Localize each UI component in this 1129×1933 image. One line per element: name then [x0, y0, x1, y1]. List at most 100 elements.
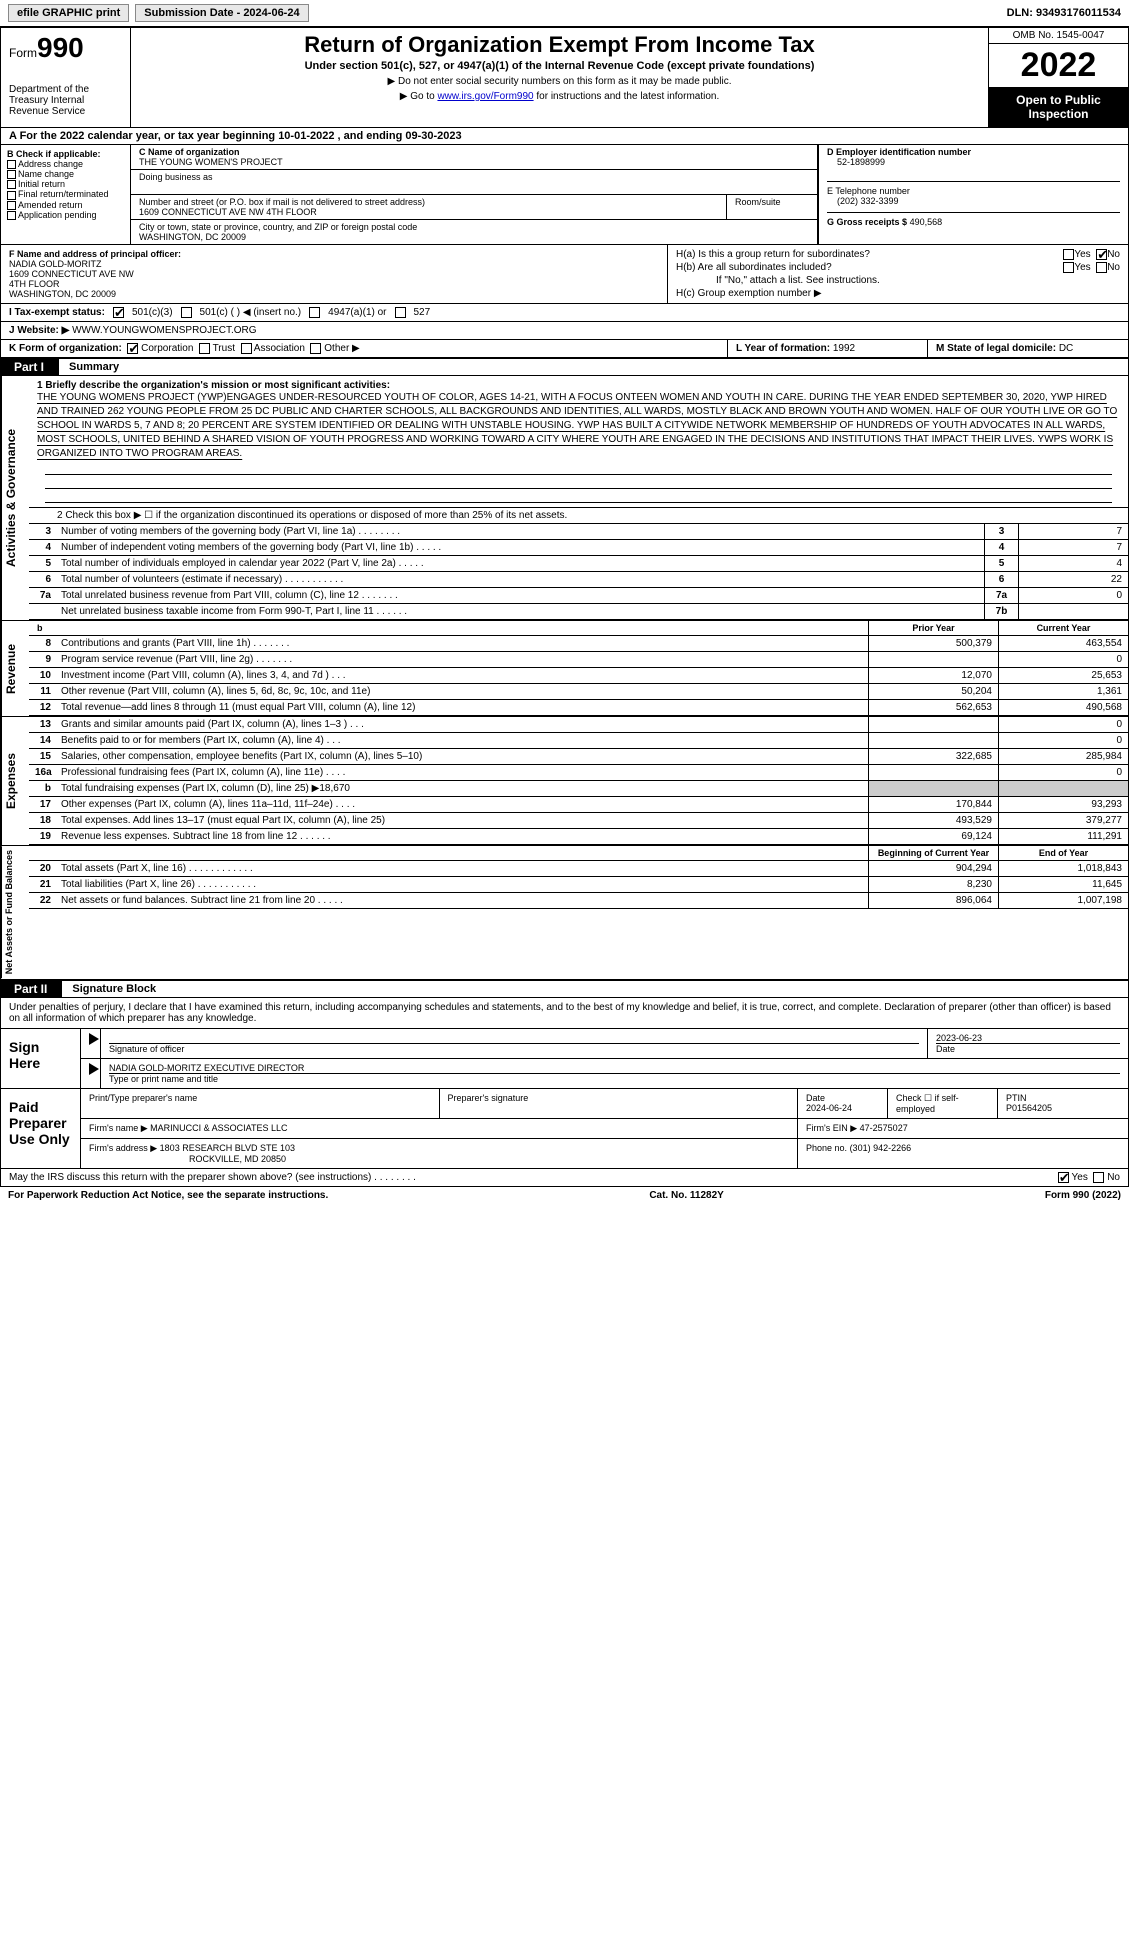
rev-row: 12Total revenue—add lines 8 through 11 (… — [29, 700, 1128, 716]
no-label: No — [1107, 249, 1120, 260]
prep-date: 2024-06-24 — [806, 1103, 852, 1113]
curr-val: 11,645 — [998, 877, 1128, 892]
501c3-checkbox[interactable] — [113, 307, 124, 318]
part2-badge: Part II — [0, 980, 61, 998]
row-f-h: F Name and address of principal officer:… — [0, 245, 1129, 304]
top-bar: efile GRAPHIC print Submission Date - 20… — [0, 0, 1129, 27]
discuss-yes-checkbox[interactable] — [1058, 1172, 1069, 1183]
submission-button[interactable]: Submission Date - 2024-06-24 — [135, 4, 308, 22]
rev-row: 18Total expenses. Add lines 13–17 (must … — [29, 813, 1128, 829]
ha-yes-checkbox[interactable] — [1063, 249, 1074, 260]
line-row: 3Number of voting members of the governi… — [29, 524, 1128, 540]
line-text: Number of independent voting members of … — [57, 540, 984, 555]
city-label: City or town, state or province, country… — [139, 222, 417, 232]
line-val: 7 — [1018, 524, 1128, 539]
row-i: I Tax-exempt status: 501(c)(3) 501(c) ( … — [0, 304, 1129, 322]
curr-val: 93,293 — [998, 797, 1128, 812]
line-num — [29, 604, 57, 619]
row-a: A For the 2022 calendar year, or tax yea… — [0, 128, 1129, 145]
line-text: Program service revenue (Part VIII, line… — [57, 652, 868, 667]
rev-row: 10Investment income (Part VIII, column (… — [29, 668, 1128, 684]
footer-mid: Cat. No. 11282Y — [649, 1190, 723, 1201]
line-num: 4 — [29, 540, 57, 555]
hc-label: H(c) Group exemption number ▶ — [676, 288, 1120, 299]
part2-header: Part II Signature Block — [0, 980, 1129, 998]
rev-row: 9Program service revenue (Part VIII, lin… — [29, 652, 1128, 668]
city-value: WASHINGTON, DC 20009 — [139, 232, 246, 242]
col-f: F Name and address of principal officer:… — [1, 245, 668, 303]
checkbox[interactable] — [7, 180, 16, 189]
ha-no-checkbox[interactable] — [1096, 249, 1107, 260]
mission-row: 1 Briefly describe the organization's mi… — [29, 376, 1128, 508]
checkbox[interactable] — [7, 211, 16, 220]
ha-label: H(a) Is this a group return for subordin… — [676, 249, 870, 260]
assn-checkbox[interactable] — [241, 343, 252, 354]
net-header: Beginning of Current Year End of Year — [29, 846, 1128, 861]
opt-501c3: 501(c)(3) — [132, 307, 173, 318]
header-right: OMB No. 1545-0047 2022 Open to Public In… — [988, 28, 1128, 127]
arrow-icon — [89, 1033, 99, 1045]
k-label: K Form of organization: — [9, 343, 122, 354]
firm-name: MARINUCCI & ASSOCIATES LLC — [150, 1123, 287, 1133]
irs-link[interactable]: www.irs.gov/Form990 — [437, 91, 533, 102]
b-item: Initial return — [7, 179, 124, 189]
rev-row: bTotal fundraising expenses (Part IX, co… — [29, 781, 1128, 797]
line-text: Net unrelated business taxable income fr… — [57, 604, 984, 619]
line-text: Total unrelated business revenue from Pa… — [57, 588, 984, 603]
perjury-block: Under penalties of perjury, I declare th… — [0, 998, 1129, 1029]
rev-row: 17Other expenses (Part IX, column (A), l… — [29, 797, 1128, 813]
checkbox[interactable] — [7, 160, 16, 169]
officer-name: NADIA GOLD-MORITZ — [9, 259, 102, 269]
prior-val — [868, 781, 998, 796]
527-checkbox[interactable] — [395, 307, 406, 318]
line-box: 3 — [984, 524, 1018, 539]
org-name: THE YOUNG WOMEN'S PROJECT — [139, 157, 283, 167]
other-checkbox[interactable] — [310, 343, 321, 354]
rev-row: 16aProfessional fundraising fees (Part I… — [29, 765, 1128, 781]
501c-checkbox[interactable] — [181, 307, 192, 318]
hb-yes-checkbox[interactable] — [1063, 262, 1074, 273]
line-num: 3 — [29, 524, 57, 539]
discuss-no-checkbox[interactable] — [1093, 1172, 1104, 1183]
checkbox[interactable] — [7, 201, 16, 210]
l-label: L Year of formation: — [736, 343, 830, 354]
website-value: WWW.YOUNGWOMENSPROJECT.ORG — [72, 325, 256, 336]
prior-val: 500,379 — [868, 636, 998, 651]
line-val: 4 — [1018, 556, 1128, 571]
line-text: Salaries, other compensation, employee b… — [57, 749, 868, 764]
trust-checkbox[interactable] — [199, 343, 210, 354]
rev-row: 20Total assets (Part X, line 16) . . . .… — [29, 861, 1128, 877]
curr-val: 0 — [998, 765, 1128, 780]
prior-val: 8,230 — [868, 877, 998, 892]
hb-no-checkbox[interactable] — [1096, 262, 1107, 273]
line-text: Total number of individuals employed in … — [57, 556, 984, 571]
b-item: Final return/terminated — [7, 189, 124, 199]
open-public-inspection: Open to Public Inspection — [989, 87, 1128, 127]
opt-501c: 501(c) ( ) ◀ (insert no.) — [200, 307, 302, 318]
b-item: Name change — [7, 169, 124, 179]
line-row: Net unrelated business taxable income fr… — [29, 604, 1128, 620]
rev-row: 14Benefits paid to or for members (Part … — [29, 733, 1128, 749]
footer-left: For Paperwork Reduction Act Notice, see … — [8, 1190, 328, 1201]
print-name-label: Print/Type preparer's name — [89, 1093, 197, 1103]
side-expenses: Expenses — [1, 717, 29, 845]
prior-val: 69,124 — [868, 829, 998, 844]
discuss-text: May the IRS discuss this return with the… — [9, 1172, 416, 1183]
room-cell: Room/suite — [727, 195, 817, 220]
line-text: Net assets or fund balances. Subtract li… — [57, 893, 868, 908]
firm-phone: (301) 942-2266 — [850, 1143, 912, 1153]
prep-sig-label: Preparer's signature — [448, 1093, 529, 1103]
efile-button[interactable]: efile GRAPHIC print — [8, 4, 129, 22]
line-num: 7a — [29, 588, 57, 603]
checkbox[interactable] — [7, 170, 16, 179]
prior-val — [868, 733, 998, 748]
line-box: 6 — [984, 572, 1018, 587]
checkbox[interactable] — [7, 191, 16, 200]
hb-label: H(b) Are all subordinates included? — [676, 262, 832, 273]
m-label: M State of legal domicile: — [936, 343, 1056, 354]
4947-checkbox[interactable] — [309, 307, 320, 318]
corp-checkbox[interactable] — [127, 343, 138, 354]
firm-ein: 47-2575027 — [860, 1123, 908, 1133]
line2-text: 2 Check this box ▶ ☐ if the organization… — [29, 508, 1128, 523]
col-c: C Name of organization THE YOUNG WOMEN'S… — [131, 145, 1128, 244]
